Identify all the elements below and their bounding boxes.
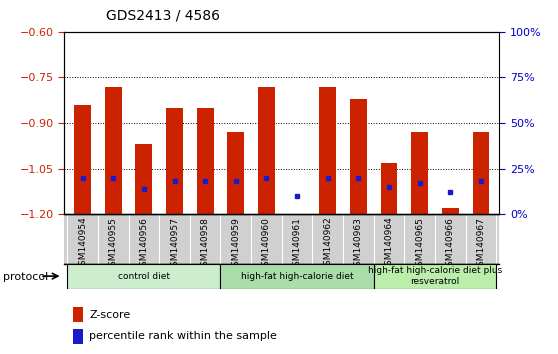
Text: GSM140967: GSM140967 xyxy=(477,217,485,272)
Bar xyxy=(381,162,397,214)
Text: control diet: control diet xyxy=(118,272,170,281)
Bar xyxy=(67,264,220,289)
Text: GSM140966: GSM140966 xyxy=(446,217,455,272)
Text: protocol: protocol xyxy=(3,272,48,282)
Text: GSM140964: GSM140964 xyxy=(384,217,393,272)
Text: GSM140962: GSM140962 xyxy=(323,217,332,272)
Text: GSM140955: GSM140955 xyxy=(109,217,118,272)
Text: Z-score: Z-score xyxy=(89,310,131,320)
Bar xyxy=(473,132,489,214)
Bar xyxy=(73,307,83,322)
Bar xyxy=(197,108,214,214)
Bar xyxy=(220,264,374,289)
Text: GDS2413 / 4586: GDS2413 / 4586 xyxy=(106,9,220,23)
Text: GSM140963: GSM140963 xyxy=(354,217,363,272)
Text: high-fat high-calorie diet plus
resveratrol: high-fat high-calorie diet plus resverat… xyxy=(368,267,502,286)
Bar xyxy=(288,214,306,216)
Bar xyxy=(74,105,91,214)
Text: GSM140961: GSM140961 xyxy=(292,217,302,272)
Bar xyxy=(350,99,367,214)
Bar xyxy=(105,87,122,214)
Bar xyxy=(442,208,459,214)
Bar xyxy=(319,87,336,214)
Bar xyxy=(258,87,275,214)
Bar xyxy=(374,264,497,289)
Text: GSM140958: GSM140958 xyxy=(201,217,210,272)
Text: high-fat high-calorie diet: high-fat high-calorie diet xyxy=(241,272,353,281)
Text: GSM140960: GSM140960 xyxy=(262,217,271,272)
Text: GSM140956: GSM140956 xyxy=(140,217,148,272)
Text: GSM140957: GSM140957 xyxy=(170,217,179,272)
Text: GSM140965: GSM140965 xyxy=(415,217,424,272)
Text: GSM140954: GSM140954 xyxy=(78,217,87,272)
Bar xyxy=(166,108,183,214)
Bar xyxy=(136,144,152,214)
Bar xyxy=(73,329,83,343)
Bar xyxy=(411,132,428,214)
Text: GSM140959: GSM140959 xyxy=(232,217,240,272)
Text: percentile rank within the sample: percentile rank within the sample xyxy=(89,331,277,341)
Bar xyxy=(228,132,244,214)
